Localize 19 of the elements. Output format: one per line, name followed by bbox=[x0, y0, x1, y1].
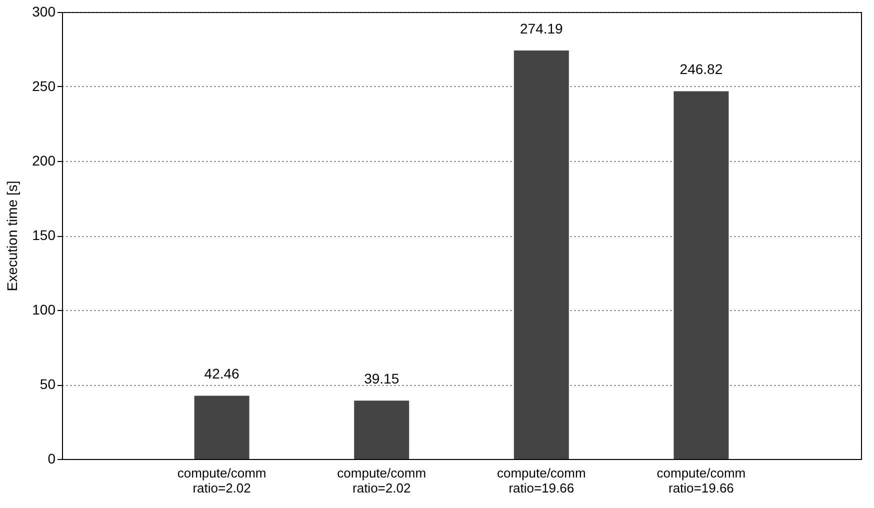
data-label: 39.15 bbox=[364, 370, 400, 387]
x-tick-label: compute/comm ratio=19.66 bbox=[656, 466, 746, 496]
y-tick-label: 50 bbox=[40, 376, 56, 392]
x-tick-label: compute/comm ratio=19.66 bbox=[496, 466, 586, 496]
data-label: 274.19 bbox=[520, 20, 564, 36]
y-tick-label: 250 bbox=[32, 78, 56, 94]
data-label: 42.46 bbox=[204, 366, 240, 382]
y-tick-label: 300 bbox=[32, 4, 56, 20]
x-tick-label: compute/comm ratio=2.02 bbox=[337, 466, 426, 496]
bar bbox=[674, 91, 729, 459]
bar bbox=[194, 396, 250, 459]
y-tick-label: 200 bbox=[32, 152, 56, 168]
y-tick-label: 100 bbox=[32, 302, 56, 318]
bar bbox=[354, 400, 410, 459]
data-label: 246.82 bbox=[680, 61, 723, 78]
x-tick-label: compute/comm ratio=2.02 bbox=[177, 466, 266, 496]
y-tick-label: 150 bbox=[32, 227, 56, 243]
y-axis-title: Execution time [s] bbox=[4, 180, 20, 292]
y-tick-label: 0 bbox=[48, 450, 56, 466]
